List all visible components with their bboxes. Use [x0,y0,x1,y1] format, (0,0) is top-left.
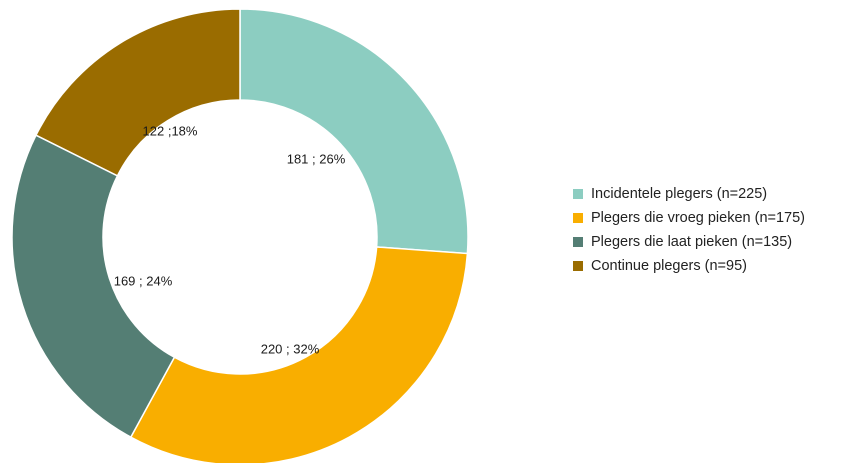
slice-labels: 181 ; 26% 220 ; 32% 169 ; 24% 122 ;18% [114,123,346,356]
donut-slices [11,8,469,463]
legend-label: Plegers die laat pieken (n=135) [591,234,793,250]
donut-slice-1 [239,8,469,255]
legend-item-2: Plegers die vroeg pieken (n=175) [573,206,805,230]
slice-label-1: 181 ; 26% [287,151,346,166]
legend-swatch [573,237,583,247]
legend-swatch [573,261,583,271]
legend-label: Continue plegers (n=95) [591,258,747,274]
legend-item-4: Continue plegers (n=95) [573,254,805,278]
legend-item-1: Incidentele plegers (n=225) [573,182,805,206]
donut-slice-3 [11,134,176,439]
donut-slice-2 [129,246,469,463]
donut-slice-4 [35,8,241,177]
legend-swatch [573,189,583,199]
slice-label-3: 169 ; 24% [114,273,173,288]
chart-legend: Incidentele plegers (n=225) Plegers die v… [573,182,805,278]
legend-label: Plegers die vroeg pieken (n=175) [591,210,806,226]
slice-label-4: 122 ;18% [143,123,198,138]
legend-swatch [573,213,583,223]
donut-chart: 181 ; 26% 220 ; 32% 169 ; 24% 122 ;18% [11,8,469,463]
legend-item-3: Plegers die laat pieken (n=135) [573,230,805,254]
legend-label: Incidentele plegers (n=225) [591,186,768,202]
slice-label-2: 220 ; 32% [261,341,320,356]
